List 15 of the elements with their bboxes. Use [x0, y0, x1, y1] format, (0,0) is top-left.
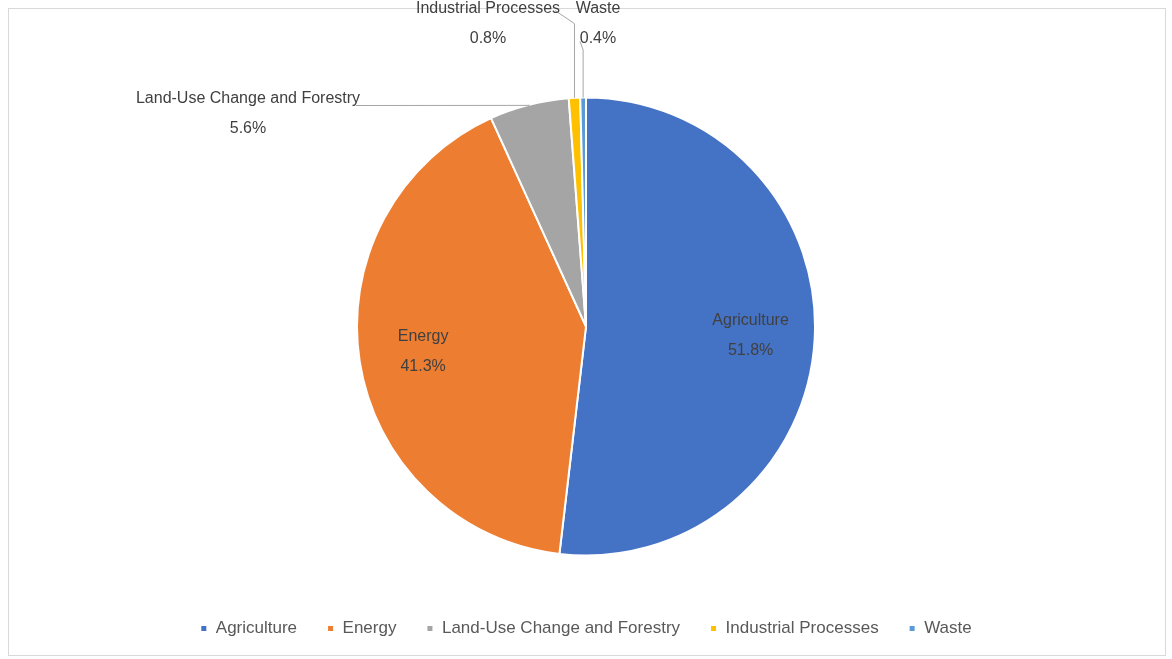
slice-label: Energy [397, 327, 449, 345]
legend-label: Agriculture [215, 618, 298, 638]
data-label: 5.6% [229, 118, 267, 136]
legend-label: Waste [924, 618, 972, 638]
legend-label: Land-Use Change and Forestry [441, 618, 681, 638]
legend-label: Energy [342, 618, 397, 638]
data-label: 51.8% [727, 341, 774, 359]
data-label: 0.4% [579, 28, 617, 46]
data-label: 41.3% [400, 357, 446, 375]
slice-label: Industrial Processes [415, 0, 561, 16]
slice-label: Waste [575, 0, 621, 16]
data-label: 0.8% [469, 28, 507, 46]
legend-label: Industrial Processes [725, 618, 879, 638]
slice-label: Land-Use Change and Forestry [135, 88, 361, 106]
slice-label: Agriculture [712, 311, 789, 329]
